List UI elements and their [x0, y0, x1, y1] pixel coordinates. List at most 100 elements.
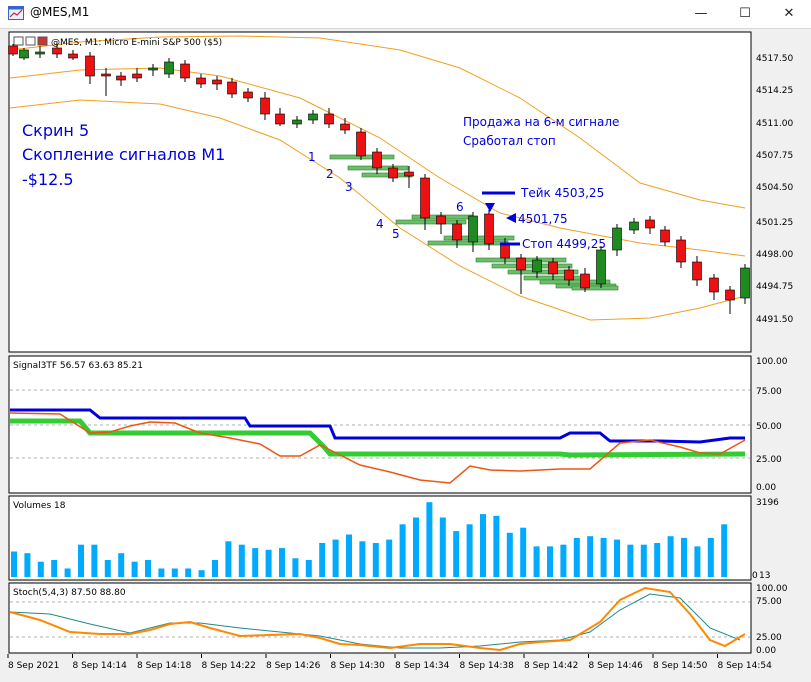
- indicator-icon[interactable]: [37, 36, 48, 46]
- middle-band-line: [9, 67, 746, 257]
- stoch-tick: 25.00: [756, 633, 782, 643]
- annotation-screen-title: Скрин 5: [22, 121, 89, 140]
- chart-area[interactable]: 8 Sep 2021 8 Sep 14:14 8 Sep 14:18 8 Sep 14…: [0, 28, 811, 682]
- volume-bar: [587, 536, 594, 577]
- volume-bar: [480, 514, 486, 577]
- time-tick-label: 8 Sep 14:22: [202, 661, 256, 671]
- signal-panel-header: Signal3TF 56.57 63.63 85.21: [13, 361, 143, 371]
- candle-body: [35, 51, 45, 55]
- stoch-tick: 0.00: [756, 646, 776, 656]
- candle-body: [404, 171, 414, 177]
- signal-number-1: 1: [308, 150, 316, 164]
- volume-bar: [24, 553, 31, 577]
- stoch-tick: 100.00: [756, 584, 788, 594]
- maximize-button[interactable]: ☐: [739, 6, 751, 21]
- candle-body: [740, 267, 750, 299]
- candle-body: [532, 259, 542, 273]
- sell-entry-arrow-icon: [485, 203, 495, 212]
- main-price-panel[interactable]: [8, 31, 752, 353]
- volume-bar: [413, 517, 419, 577]
- signal-tick: 0.00: [756, 483, 776, 493]
- volume-bar: [466, 524, 473, 577]
- candle-body: [676, 239, 686, 263]
- volumes-min-tick-prefix: 0: [752, 571, 758, 581]
- volume-bar: [453, 531, 460, 577]
- candle-body: [500, 243, 510, 259]
- candle-body: [388, 167, 398, 179]
- signal-number-5: 5: [392, 227, 400, 241]
- stoch-tick: 75.00: [756, 597, 782, 607]
- volume-bar: [185, 568, 192, 577]
- candle-body: [148, 67, 158, 71]
- candle-body: [196, 77, 206, 85]
- candle-body: [243, 91, 253, 99]
- stochastic-panel-header: Stoch(5,4,3) 87.50 88.80: [13, 588, 126, 598]
- close-button[interactable]: ✕: [783, 6, 795, 21]
- candle-body: [19, 49, 29, 59]
- stochastic-panel[interactable]: [8, 582, 752, 654]
- candle-body: [292, 119, 302, 125]
- signal-number-2: 2: [326, 167, 334, 181]
- candle-body: [68, 53, 78, 59]
- signal-box: [443, 235, 515, 241]
- stochastic-axis: 100.00 75.00 25.00 0.00: [756, 584, 788, 656]
- candle-body: [227, 81, 237, 95]
- window-title: @MES,M1: [30, 5, 90, 19]
- main-chart-header: @MES, M1: Micro E-mini S&P 500 ($5): [51, 38, 222, 48]
- time-tick-label: 8 Sep 14:14: [73, 661, 128, 671]
- candle-body: [180, 63, 190, 79]
- stoch-signal-line: [9, 593, 741, 649]
- volume-bar: [681, 537, 687, 577]
- signal-box: [507, 269, 579, 275]
- volumes-min-tick: 13: [759, 571, 770, 581]
- signal-box: [571, 285, 619, 291]
- volume-bar: [212, 560, 218, 577]
- candle-body: [580, 273, 590, 289]
- candle-body: [8, 45, 18, 55]
- candle-body: [164, 61, 174, 75]
- entry-price-label: 4501,75: [518, 212, 568, 226]
- signal-number-3: 3: [345, 180, 353, 194]
- volumes-max-tick: 3196: [756, 498, 779, 508]
- candle-body: [468, 215, 478, 243]
- volume-bar: [667, 536, 674, 577]
- signal-tick: 100.00: [756, 357, 788, 367]
- symbol-menu-icon[interactable]: [13, 36, 24, 46]
- take-profit-label: Тейк 4503,25: [520, 186, 604, 200]
- symbol-icons[interactable]: [13, 36, 48, 46]
- candle-body: [212, 79, 222, 85]
- candle-body: [596, 249, 606, 285]
- candle-body: [324, 113, 334, 125]
- candle-body: [85, 55, 95, 77]
- annotation-result: -$12.5: [22, 170, 74, 189]
- volume-bar: [399, 524, 406, 577]
- window-titlebar: @MES,M1 — ☐ ✕: [0, 0, 811, 29]
- signal-tick: 50.00: [756, 422, 782, 432]
- candle-body: [660, 229, 670, 243]
- volume-bar: [614, 539, 620, 577]
- time-tick-label: 8 Sep 14:38: [460, 661, 515, 671]
- candle-body: [308, 113, 318, 121]
- volume-bar: [238, 544, 245, 577]
- volume-bar: [654, 543, 661, 577]
- signal-number-4: 4: [376, 217, 384, 231]
- signal-tick: 25.00: [756, 455, 782, 465]
- volume-bar: [359, 541, 366, 577]
- volumes-panel-header: Volumes 18: [13, 501, 66, 511]
- volume-bar: [78, 544, 84, 577]
- candle-body: [372, 151, 382, 169]
- signal-number-6: 6: [456, 200, 464, 214]
- time-tick-label: 8 Sep 14:34: [395, 661, 450, 671]
- volume-bar: [694, 546, 701, 577]
- chart-type-icon[interactable]: [25, 36, 36, 46]
- candle-body: [420, 177, 430, 219]
- volume-bar: [506, 532, 513, 577]
- signal-box: [491, 263, 573, 269]
- price-tick: 4514.25: [756, 86, 793, 96]
- stop-loss-label: Стоп 4499,25: [522, 237, 606, 251]
- time-tick-label: 8 Sep 14:18: [137, 661, 192, 671]
- minimize-button[interactable]: —: [694, 6, 708, 21]
- signal-panel[interactable]: [8, 355, 752, 494]
- candle-body: [516, 257, 526, 271]
- time-tick-label: 8 Sep 14:42: [524, 661, 578, 671]
